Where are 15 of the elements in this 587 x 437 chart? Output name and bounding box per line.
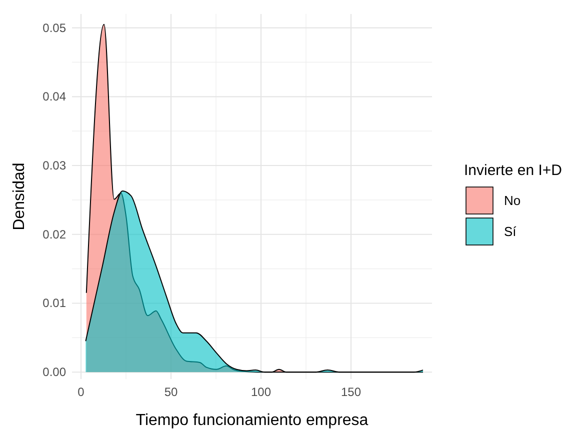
y-tick-label: 0.04 xyxy=(42,90,66,104)
x-tick-label: 150 xyxy=(340,385,362,399)
y-tick-label: 0.05 xyxy=(42,20,66,35)
legend-title: Invierte en I+D xyxy=(464,162,562,179)
y-axis-title: Densidad xyxy=(11,162,28,230)
legend-label: Sí xyxy=(504,224,517,239)
x-tick-label: 50 xyxy=(164,385,178,399)
legend-label: No xyxy=(504,193,521,208)
x-tick-label: 100 xyxy=(250,385,272,399)
x-axis-title: Tiempo funcionamiento empresa xyxy=(136,412,368,429)
y-tick-label: 0.02 xyxy=(42,227,66,242)
y-tick-label: 0.00 xyxy=(42,365,66,380)
x-tick-label: 0 xyxy=(78,385,85,399)
y-tick-label: 0.03 xyxy=(42,158,66,173)
y-tick-label: 0.01 xyxy=(42,296,66,310)
